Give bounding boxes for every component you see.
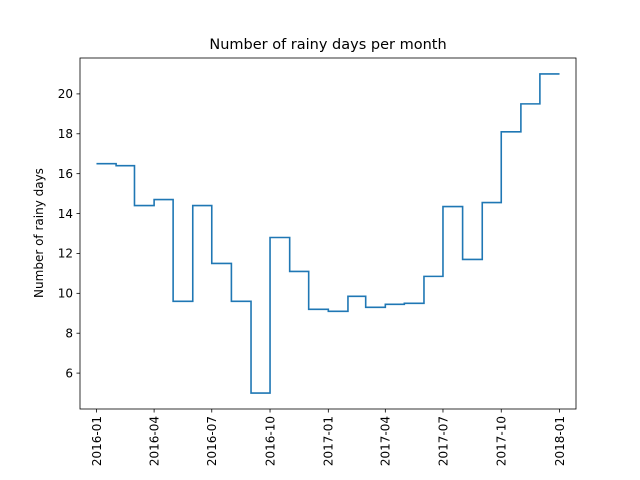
y-axis: 6 8 10 12 14 16 18 20 [58,87,80,380]
y-tick-label: 6 [65,366,73,380]
x-axis: 2016-01 2016-04 2016-07 2016-10 2017-01 2017-… [90,409,567,466]
x-tick-label: 2016-10 [263,416,277,466]
chart-title: Number of rainy days per month [209,37,446,53]
x-tick-label: 2017-07 [436,416,450,466]
y-tick-label: 8 [65,326,73,340]
x-tick-label: 2016-01 [90,416,104,466]
x-tick-label: 2016-04 [147,416,161,466]
x-tick-label: 2018-01 [553,416,567,466]
x-tick-label: 2017-01 [322,416,336,466]
plot-frame [79,57,577,410]
x-tick-label: 2017-10 [495,416,509,466]
x-tick-label: 2016-07 [205,416,219,466]
y-tick-label: 14 [58,207,73,221]
plot-area [79,57,577,410]
y-tick-label: 20 [58,87,73,101]
x-tick-label: 2017-04 [379,416,393,466]
y-tick-label: 16 [58,167,73,181]
y-tick-label: 18 [58,127,73,141]
y-tick-label: 10 [58,287,73,301]
series-line-0 [96,73,560,394]
y-axis-label: Number of rainy days [32,168,46,298]
y-tick-label: 12 [58,247,73,261]
